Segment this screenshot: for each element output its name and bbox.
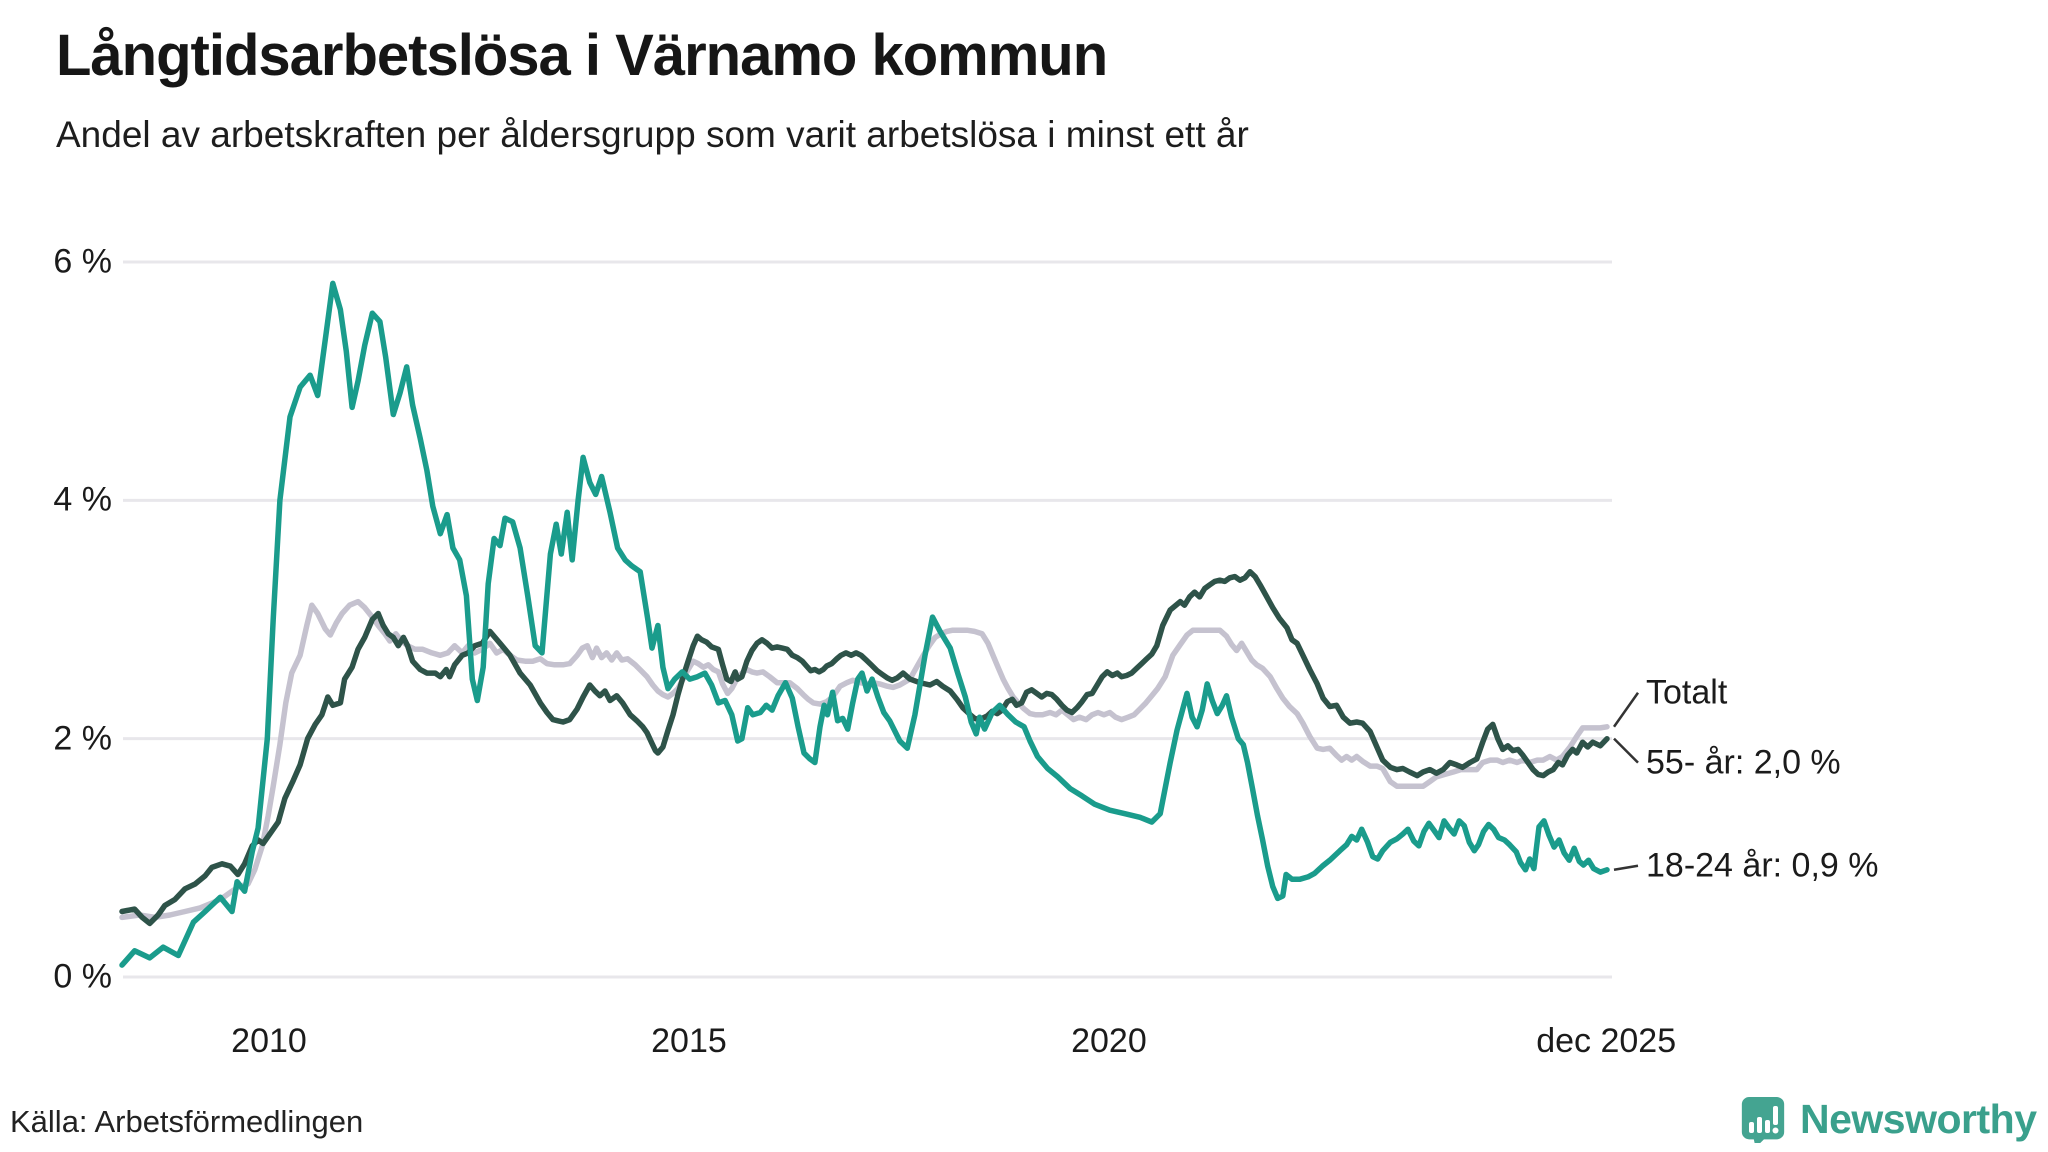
page-title: Långtidsarbetslösa i Värnamo kommun <box>56 23 1108 88</box>
series-end-label-age1824: 18-24 år: 0,9 % <box>1646 846 1879 885</box>
leader-line-age1824 <box>1613 864 1639 871</box>
x-tick-label: 2010 <box>231 1022 307 1060</box>
brand-name: Newsworthy <box>1800 1096 2037 1142</box>
y-tick-label: 0 % <box>53 957 112 996</box>
leader-line-age55 <box>1613 737 1639 764</box>
page-subtitle: Andel av arbetskraften per åldersgrupp s… <box>56 114 1249 155</box>
x-tick-label: dec 2025 <box>1536 1022 1677 1060</box>
y-tick-label: 6 % <box>53 242 112 281</box>
leader-line-totalt <box>1612 692 1640 728</box>
series-line-age55 <box>119 569 1610 927</box>
chart-speech-bubble-icon <box>1740 1096 1786 1148</box>
x-tick-label: 2015 <box>651 1022 727 1060</box>
x-tick-label: 2020 <box>1071 1022 1147 1060</box>
series-end-label-age55: 55- år: 2,0 % <box>1646 743 1841 782</box>
series-line-totalt <box>119 598 1610 921</box>
series-line-age1824 <box>119 280 1610 968</box>
newsworthy-logo: Newsworthy <box>1740 1096 2037 1148</box>
y-tick-label: 2 % <box>53 719 112 758</box>
source-text: Källa: Arbetsförmedlingen <box>10 1104 364 1139</box>
y-tick-label: 4 % <box>53 480 112 519</box>
series-end-label-totalt: Totalt <box>1646 673 1728 712</box>
